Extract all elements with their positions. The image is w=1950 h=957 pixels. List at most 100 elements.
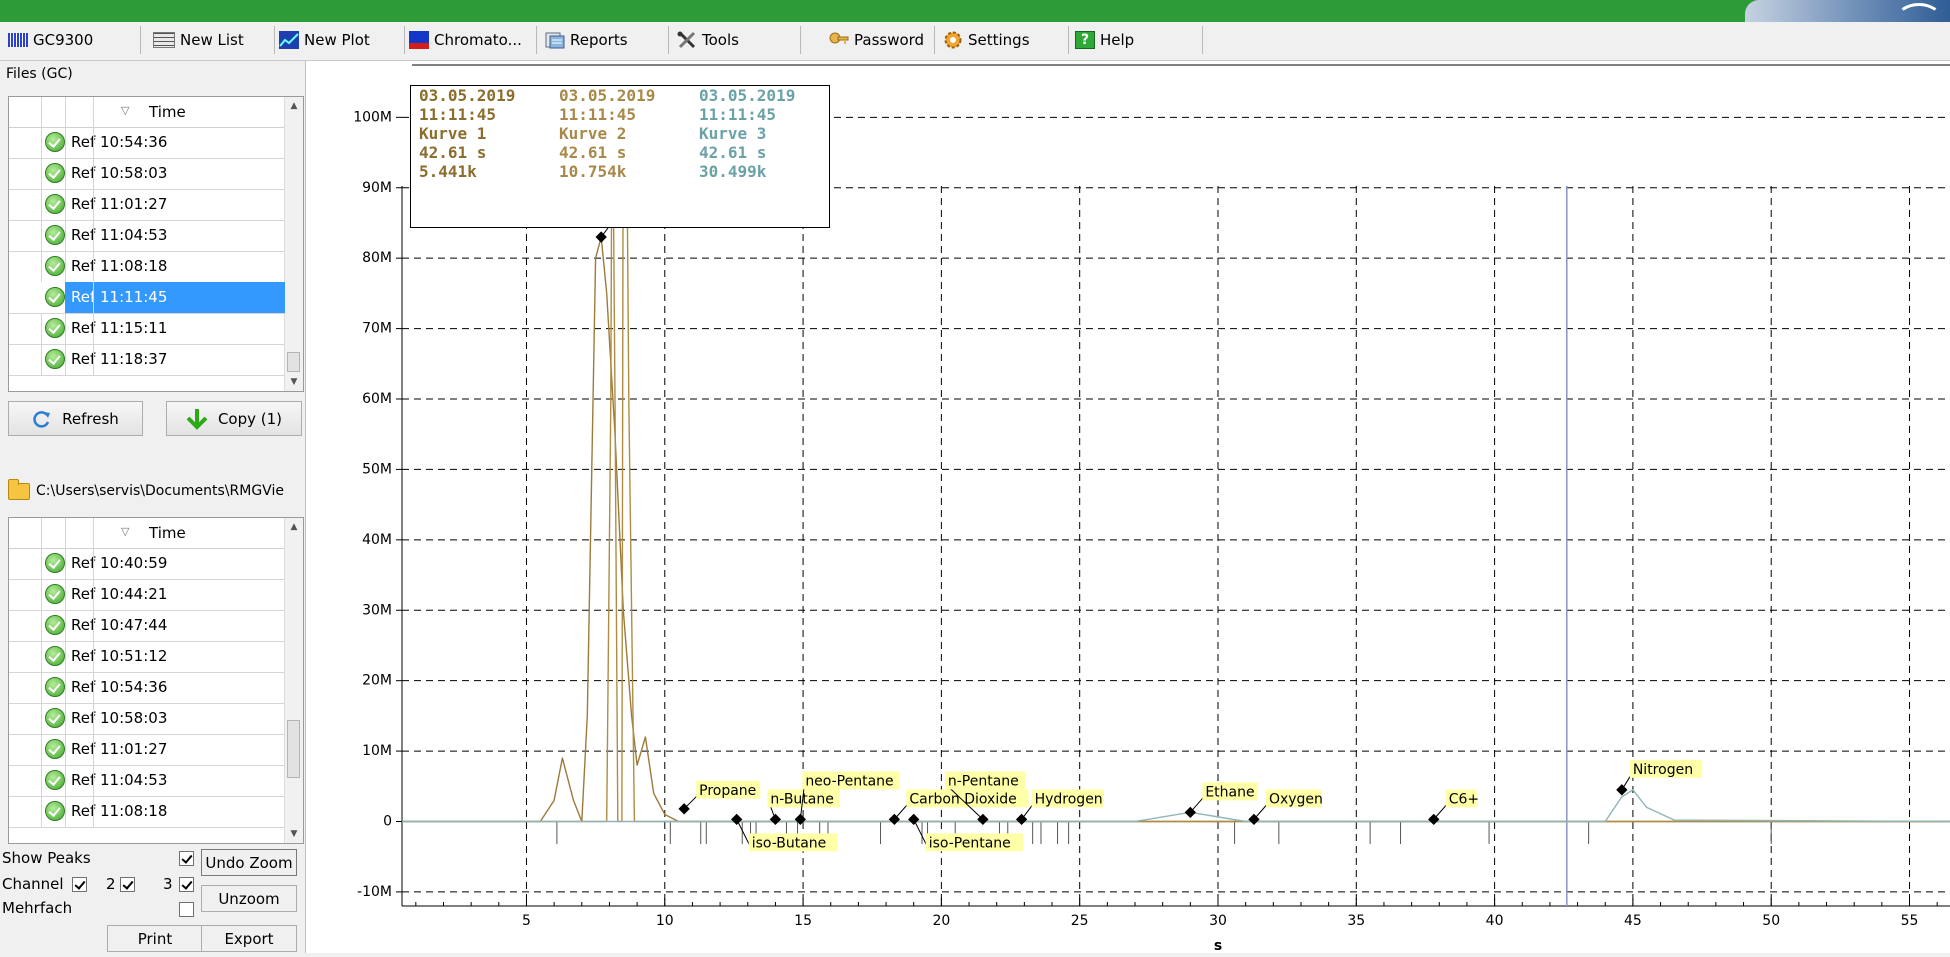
show-peaks-checkbox[interactable] [179, 851, 194, 866]
table-row[interactable]: Ref 11:08:18 [9, 796, 285, 828]
mehrfach-checkbox[interactable] [179, 902, 194, 917]
table-row[interactable]: Ref 10:44:21 [9, 579, 285, 611]
scroll-thumb[interactable] [287, 720, 300, 778]
row-time: 11:08:18 [93, 796, 285, 827]
curve-pos: 42.61 s [699, 143, 767, 162]
check-ok-icon [45, 584, 65, 604]
menu-new-list[interactable]: New List [141, 26, 275, 54]
menu-gc9300[interactable]: GC9300 [4, 26, 141, 54]
menu-new-plot[interactable]: New Plot [275, 26, 405, 54]
table-row[interactable]: Ref 11:04:53 [9, 220, 285, 252]
menu-settings[interactable]: Settings [935, 26, 1069, 54]
scroll-down-icon[interactable]: ▼ [290, 829, 298, 839]
check-ok-icon [45, 163, 65, 183]
peak-label-bg [944, 771, 1026, 790]
menu-chromato[interactable]: Chromato... [405, 26, 537, 54]
table-row[interactable]: Ref 11:11:45 [9, 282, 285, 314]
files-gc-table[interactable]: ▽ Time ▲ ▼ Ref 10:54:36 Ref 10:58:03 Ref 11:0… [8, 96, 304, 392]
channel-1-checkbox[interactable] [72, 877, 87, 892]
title-bar [0, 0, 1950, 22]
channel-3-checkbox[interactable] [179, 877, 194, 892]
row-cell [9, 579, 42, 610]
menu-password[interactable]: Password [801, 26, 935, 54]
export-button[interactable]: Export [201, 925, 297, 952]
table-row[interactable]: Ref 10:47:44 [9, 610, 285, 642]
scroll-thumb[interactable] [287, 352, 300, 372]
table-row[interactable]: Ref 11:04:53 [9, 765, 285, 797]
y-tick-label: 20M [362, 673, 392, 689]
time-column-header[interactable]: Time [149, 103, 186, 121]
channel-2-checkbox[interactable] [120, 877, 135, 892]
files-local-header: ▽ Time [9, 518, 285, 549]
table-row[interactable]: Ref 11:15:11 [9, 313, 285, 345]
check-ok-icon [45, 615, 65, 635]
y-tick-label: 0 [383, 814, 392, 830]
series-line-3 [402, 789, 1950, 823]
check-ok-icon [45, 708, 65, 728]
menu-bar: GC9300 New List New Plot Chromato... Rep… [0, 22, 1950, 61]
row-cell [9, 765, 42, 796]
row-cell [9, 282, 42, 313]
row-cell [41, 579, 66, 610]
refresh-button[interactable]: Refresh [8, 401, 143, 436]
peak-label: Propane [699, 783, 756, 799]
table-row[interactable]: Ref 10:54:36 [9, 672, 285, 704]
peak-label: iso-Pentane [929, 835, 1011, 851]
scroll-up-icon[interactable]: ▲ [290, 101, 298, 111]
table-row[interactable]: Ref 11:01:27 [9, 734, 285, 766]
files-local-scrollbar[interactable]: ▲ ▼ [284, 518, 303, 843]
row-cell [41, 220, 66, 251]
row-cell [9, 734, 42, 765]
x-tick-label: 10 [656, 913, 674, 929]
undo-zoom-button[interactable]: Undo Zoom [201, 849, 297, 876]
row-cell [9, 796, 42, 827]
brand-logo [1745, 0, 1950, 22]
row-type: Ref [71, 164, 96, 182]
table-row[interactable]: Ref 10:40:59 [9, 548, 285, 580]
peak-label-bg [696, 780, 761, 799]
y-tick-label: -10M [357, 884, 392, 900]
table-row[interactable]: Ref 11:01:27 [9, 189, 285, 221]
table-row[interactable]: Ref 10:54:36 [9, 127, 285, 159]
table-row[interactable]: Ref 10:51:12 [9, 641, 285, 673]
row-cell [41, 251, 66, 282]
menu-reports[interactable]: Reports [537, 26, 669, 54]
row-time: 11:08:18 [93, 251, 285, 282]
row-cell [41, 703, 66, 734]
x-tick-label: 45 [1624, 913, 1642, 929]
row-time: 10:44:21 [93, 579, 285, 610]
peak-label-bg [906, 789, 1029, 808]
row-type: Ref [71, 288, 96, 306]
list-icon [153, 32, 175, 48]
peak-label-bg [1202, 782, 1259, 801]
peak-label: iso-Butane [752, 835, 827, 851]
x-tick-label: 30 [1209, 913, 1227, 929]
curve-time: 11:11:45 [699, 105, 777, 124]
menu-tools[interactable]: Tools [669, 26, 801, 54]
row-cell [41, 344, 66, 375]
time-column-header[interactable]: Time [149, 524, 186, 542]
scroll-up-icon[interactable]: ▲ [290, 522, 298, 532]
table-row[interactable]: Ref 10:58:03 [9, 703, 285, 735]
files-local-table[interactable]: ▽ Time ▲ ▼ Ref 10:40:59 Ref 10:44:21 Ref 10:4… [8, 517, 304, 844]
peak-leader [946, 785, 984, 820]
folder-path[interactable]: C:\Users\servis\Documents\RMGVie [8, 476, 302, 506]
curve-time: 11:11:45 [559, 105, 637, 124]
row-type: Ref [71, 678, 96, 696]
row-type: Ref [71, 771, 96, 789]
gc9300-icon [8, 33, 28, 47]
row-cell [9, 158, 42, 189]
scroll-down-icon[interactable]: ▼ [290, 377, 298, 387]
table-row[interactable]: Ref 10:58:03 [9, 158, 285, 190]
row-cell [41, 796, 66, 827]
menu-help[interactable]: ? Help [1069, 26, 1203, 54]
table-row[interactable]: Ref 11:18:37 [9, 344, 285, 376]
files-gc-scrollbar[interactable]: ▲ ▼ [284, 97, 303, 391]
unzoom-button[interactable]: Unzoom [201, 885, 297, 912]
copy-button[interactable]: Copy (1) [166, 401, 302, 436]
chromatogram-chart[interactable]: -10M 0 10M 20M 30M 40M 50M 60M 70M 80M 90M 100M 5 10 1… [306, 61, 1950, 954]
table-row[interactable]: Ref 11:08:18 [9, 251, 285, 283]
print-button[interactable]: Print [107, 925, 203, 952]
row-cell [41, 672, 66, 703]
peak-label: Carbon Dioxide [909, 791, 1016, 807]
